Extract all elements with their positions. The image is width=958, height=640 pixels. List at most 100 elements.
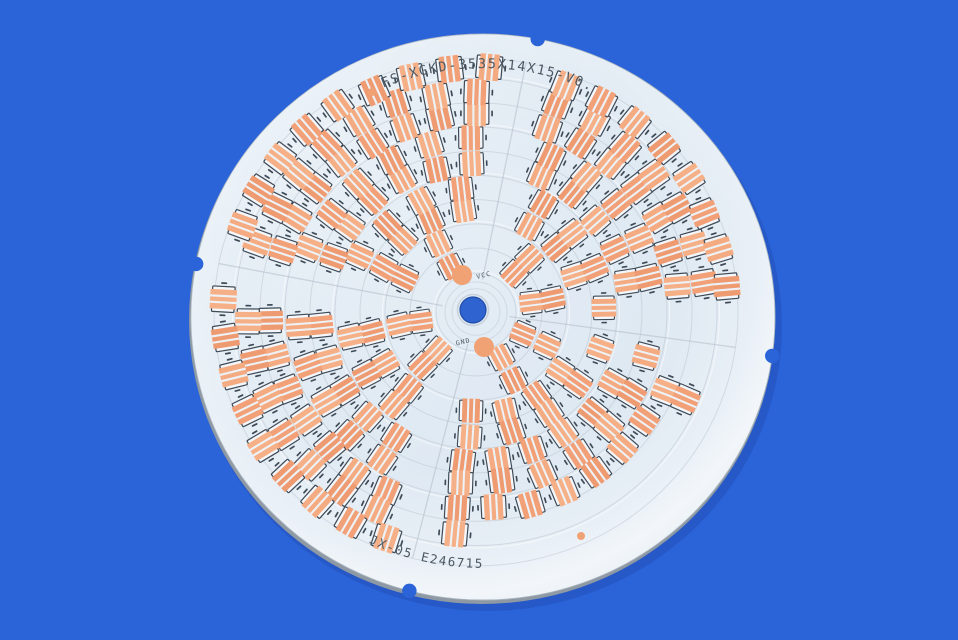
led-pad	[315, 197, 348, 231]
led-pad	[385, 309, 413, 341]
led-pad	[290, 403, 323, 437]
led-pad	[375, 145, 408, 176]
led-pad	[218, 357, 249, 392]
led-pad	[532, 330, 562, 361]
led-pad	[669, 383, 701, 416]
led-pad	[252, 381, 284, 414]
led-pad	[341, 167, 375, 201]
led-pad	[320, 88, 355, 123]
led-pad	[605, 431, 639, 465]
led-pad	[688, 196, 721, 231]
led-pad	[282, 157, 316, 192]
led-pad	[423, 102, 457, 132]
board: VCC GND FS-XGKD-3535X14X15-V0. JX-05 E24…	[188, 31, 782, 611]
led-pad	[459, 78, 494, 106]
led-pad	[485, 467, 518, 495]
led-pad	[405, 186, 437, 216]
led-pad	[270, 458, 306, 494]
led-pad	[514, 242, 545, 274]
led-pad	[518, 287, 544, 318]
led-pad	[455, 398, 487, 424]
led-pad	[209, 282, 238, 317]
led-pad	[235, 304, 262, 339]
led-pad	[360, 494, 394, 526]
led-pad	[263, 141, 298, 176]
led-pad	[496, 416, 528, 446]
led-pad	[313, 430, 347, 464]
led-pad	[314, 343, 344, 376]
led-pad	[368, 252, 399, 283]
edge-notch	[402, 583, 417, 599]
led-pad	[613, 265, 641, 298]
center-hole-rim	[456, 293, 490, 327]
led-pad	[498, 366, 529, 395]
led-pad	[444, 469, 477, 496]
led-pad	[672, 160, 706, 196]
led-pad	[309, 128, 344, 163]
led-pad	[653, 235, 684, 269]
led-pad	[584, 85, 619, 118]
led-pad	[246, 429, 280, 463]
led-pad	[329, 374, 361, 407]
led-pad	[526, 459, 559, 490]
edge-notch	[530, 31, 545, 47]
led-pad	[663, 269, 691, 303]
led-pad	[549, 70, 583, 102]
led-pad	[268, 234, 299, 268]
led-pad	[356, 127, 390, 160]
led-pad	[371, 209, 404, 241]
led-pad	[533, 397, 565, 428]
led-pad	[624, 222, 655, 255]
led-pad	[289, 112, 324, 147]
led-pad	[408, 306, 434, 337]
led-pad	[508, 319, 537, 349]
led-pad	[445, 175, 477, 202]
vcc-solder-dot	[452, 265, 472, 285]
gnd-label: GND	[455, 336, 472, 347]
led-pad	[562, 367, 594, 400]
led-pad	[378, 388, 410, 421]
led-pad	[460, 100, 493, 127]
led-pad	[617, 105, 652, 140]
led-pad	[393, 62, 429, 92]
led-pad	[535, 141, 567, 172]
led-pad	[454, 124, 487, 151]
led-pad	[579, 204, 612, 237]
led-pad	[419, 81, 453, 111]
led-pad	[703, 232, 734, 266]
led-pad	[531, 113, 564, 145]
led-pad	[628, 403, 661, 437]
led-pad	[557, 217, 589, 250]
led-pad	[539, 283, 567, 315]
led-pad	[661, 191, 693, 225]
led-pad	[336, 320, 365, 353]
led-pad	[634, 261, 663, 294]
led-pad	[477, 493, 511, 521]
led-pad	[482, 445, 515, 474]
center-hole	[459, 296, 487, 324]
led-pad-grid	[209, 53, 741, 554]
edge-notches	[188, 31, 780, 599]
sector-trace-channels	[218, 62, 736, 559]
led-pad	[516, 435, 549, 465]
led-pad	[226, 208, 259, 242]
led-pad	[472, 53, 507, 82]
led-pad	[453, 424, 486, 450]
edge-notch	[765, 348, 780, 364]
led-pad	[342, 105, 376, 138]
led-pad	[578, 455, 613, 489]
led-pad	[388, 112, 422, 143]
led-pad	[448, 196, 480, 224]
led-pad	[333, 506, 368, 539]
led-pad	[358, 316, 386, 348]
led-pad	[420, 155, 453, 184]
led-pad	[407, 350, 438, 381]
led-pad	[570, 160, 603, 193]
led-pad	[261, 191, 293, 225]
led-pad	[344, 240, 375, 272]
led-pad	[261, 339, 291, 373]
led-pad	[337, 456, 372, 490]
led-pad	[637, 158, 671, 193]
led-pad	[455, 150, 488, 177]
led-pad	[293, 350, 323, 382]
